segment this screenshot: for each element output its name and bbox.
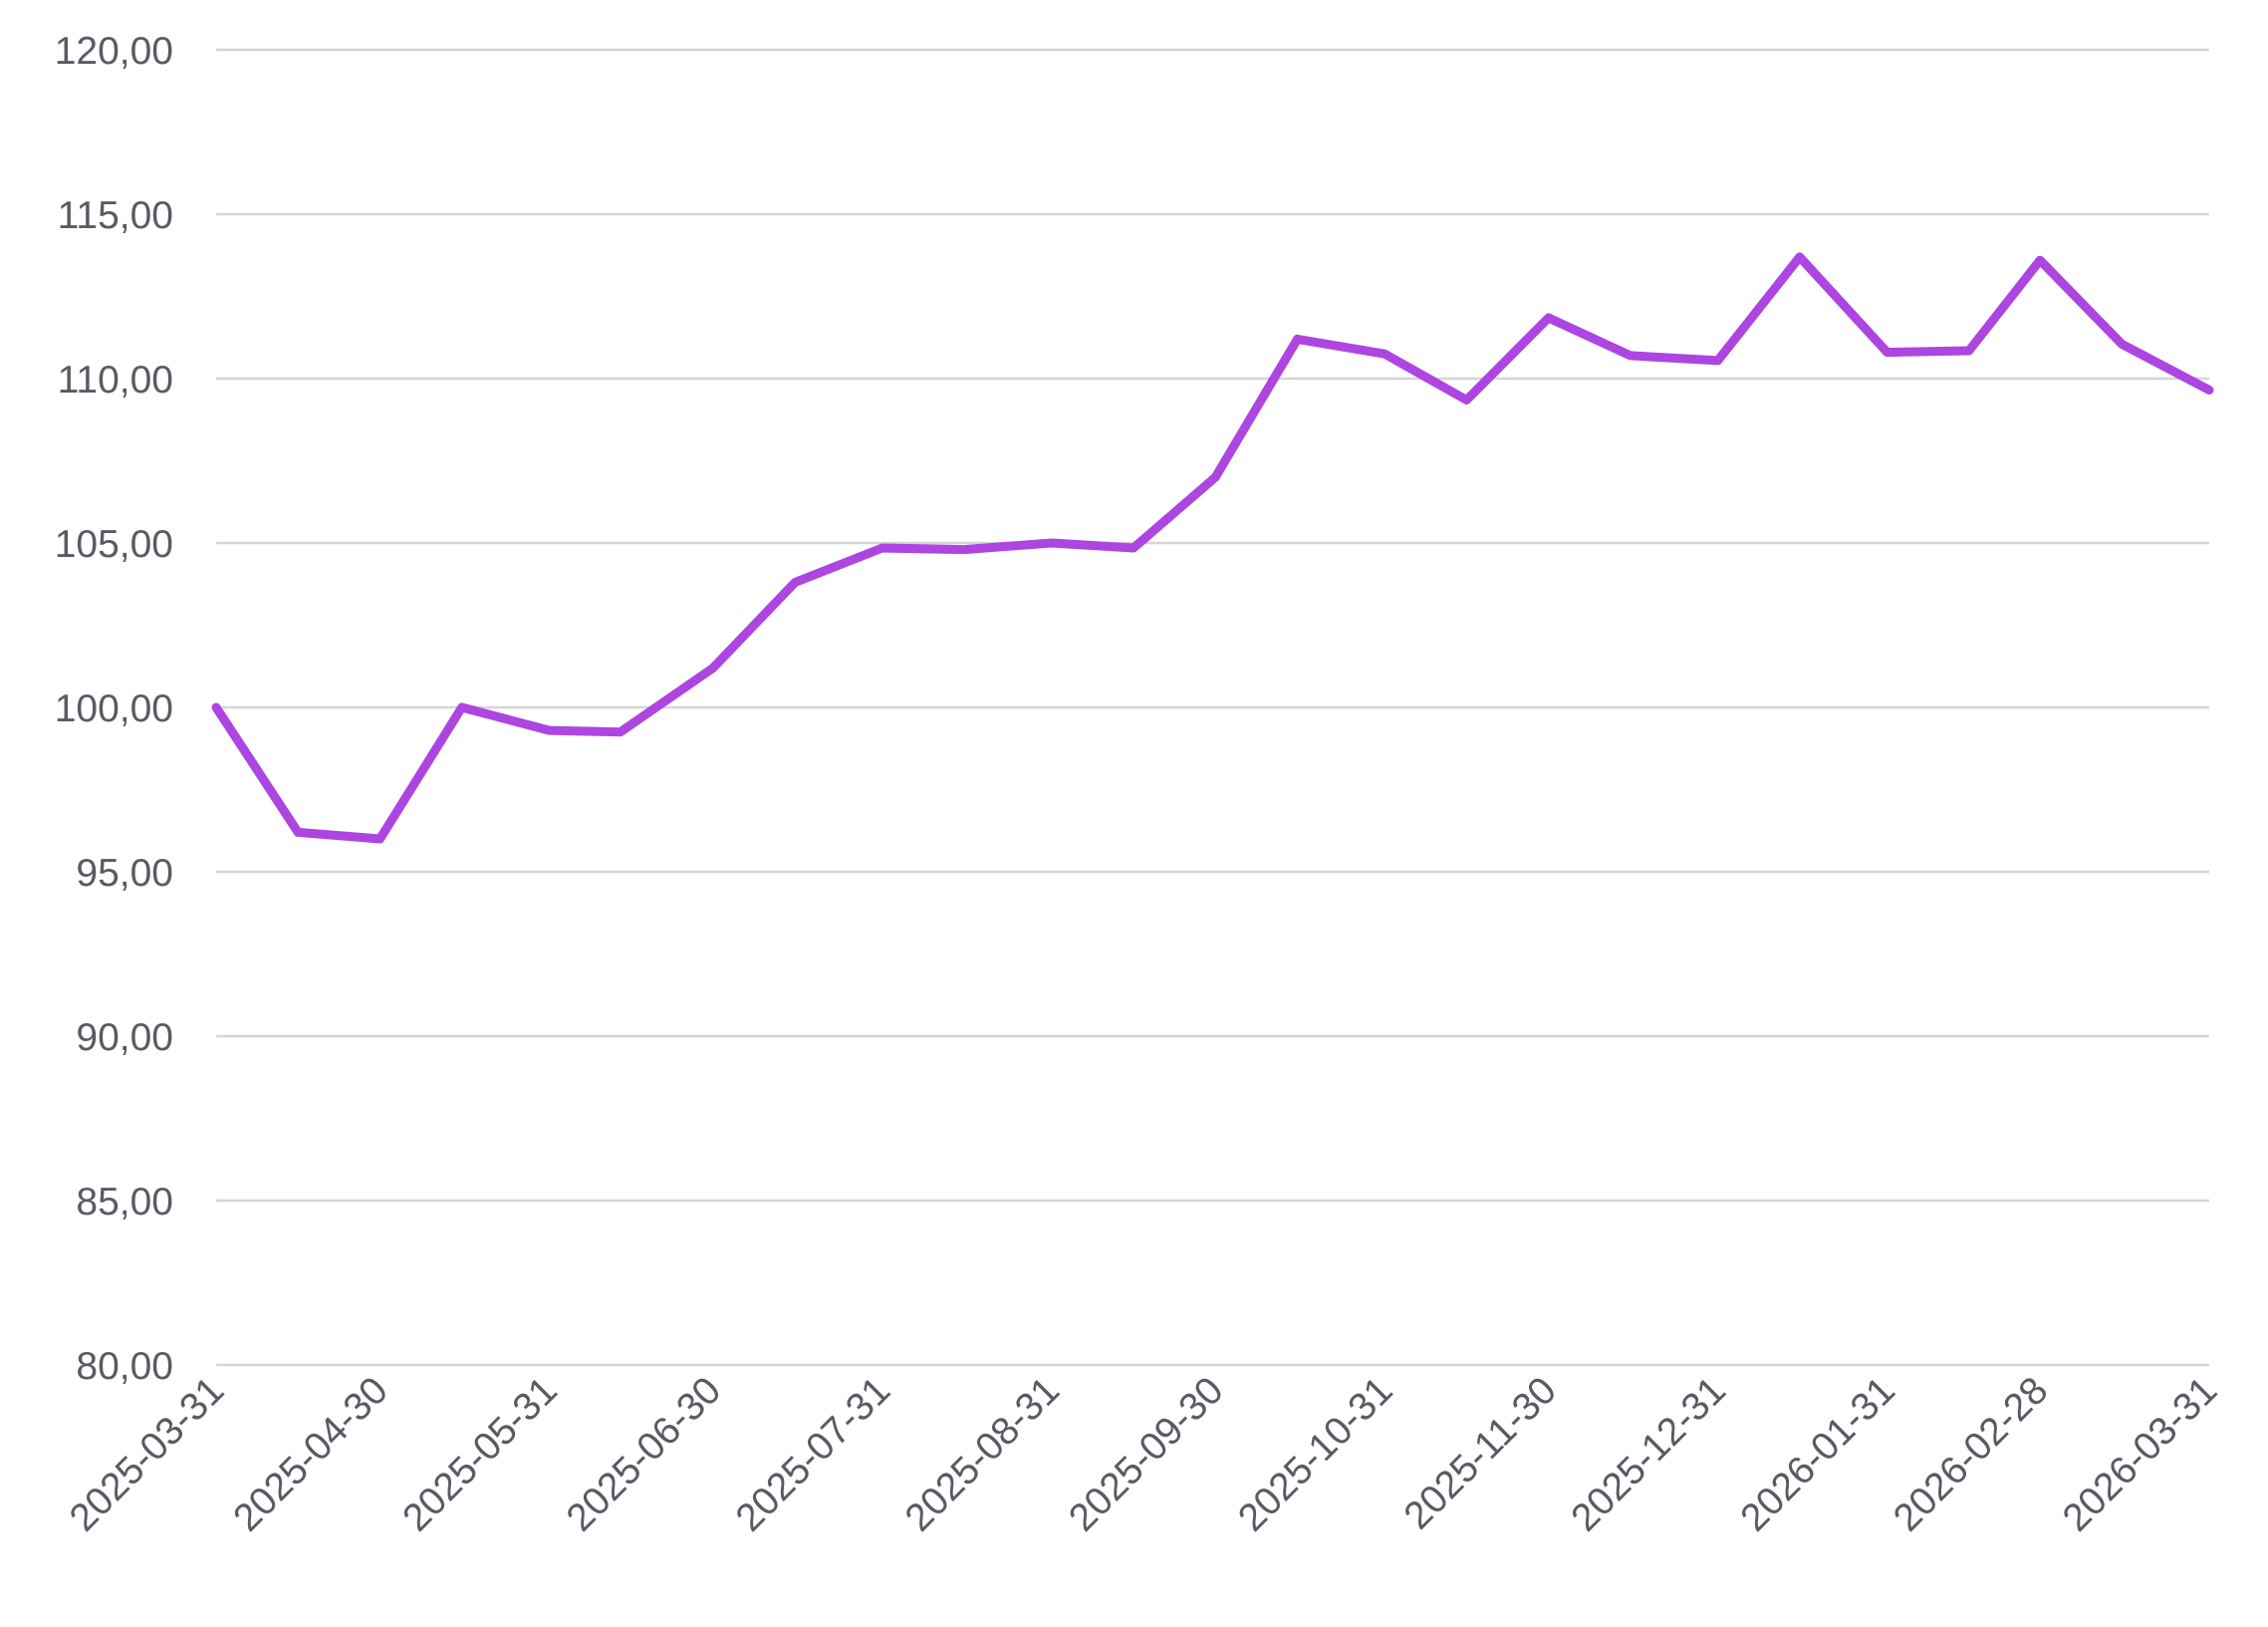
- y-tick-label: 120,00: [55, 30, 173, 73]
- gridlines: [216, 48, 2209, 1367]
- x-tick-label: 2025-07-31: [728, 1369, 898, 1539]
- x-tick-label: 2025-11-30: [1396, 1369, 1565, 1537]
- series-line: [211, 252, 2214, 844]
- x-tick-label: 2026-01-31: [1732, 1369, 1902, 1539]
- x-tick-label: 2025-04-30: [225, 1369, 395, 1539]
- x-tick-label: 2025-08-31: [897, 1369, 1068, 1539]
- x-tick-label: 2026-02-28: [1886, 1369, 2056, 1539]
- x-axis-tick-labels: 2025-03-312025-04-302025-05-312025-06-30…: [62, 1369, 2225, 1539]
- x-tick-label: 2025-12-31: [1563, 1369, 1733, 1539]
- y-tick-label: 105,00: [55, 523, 173, 566]
- y-tick-label: 90,00: [76, 1016, 173, 1059]
- series-layer: [211, 252, 2214, 844]
- y-axis-tick-labels: 80,00 85,00 90,00 95,00 100,00 105,00 110,00 11…: [55, 30, 173, 1388]
- y-tick-label: 115,00: [58, 194, 173, 237]
- y-tick-label: 110,00: [58, 359, 173, 402]
- y-tick-label: 85,00: [76, 1181, 173, 1223]
- y-tick-label: 80,00: [76, 1345, 173, 1388]
- x-tick-label: 2025-03-31: [62, 1369, 232, 1539]
- x-tick-label: 2025-06-30: [559, 1369, 729, 1539]
- x-tick-label: 2025-09-30: [1061, 1369, 1231, 1539]
- x-tick-label: 2025-10-31: [1230, 1369, 1400, 1539]
- y-tick-label: 95,00: [76, 852, 173, 895]
- x-tick-label: 2026-03-31: [2055, 1369, 2225, 1539]
- x-tick-label: 2025-05-31: [394, 1369, 565, 1539]
- y-tick-label: 100,00: [55, 687, 173, 730]
